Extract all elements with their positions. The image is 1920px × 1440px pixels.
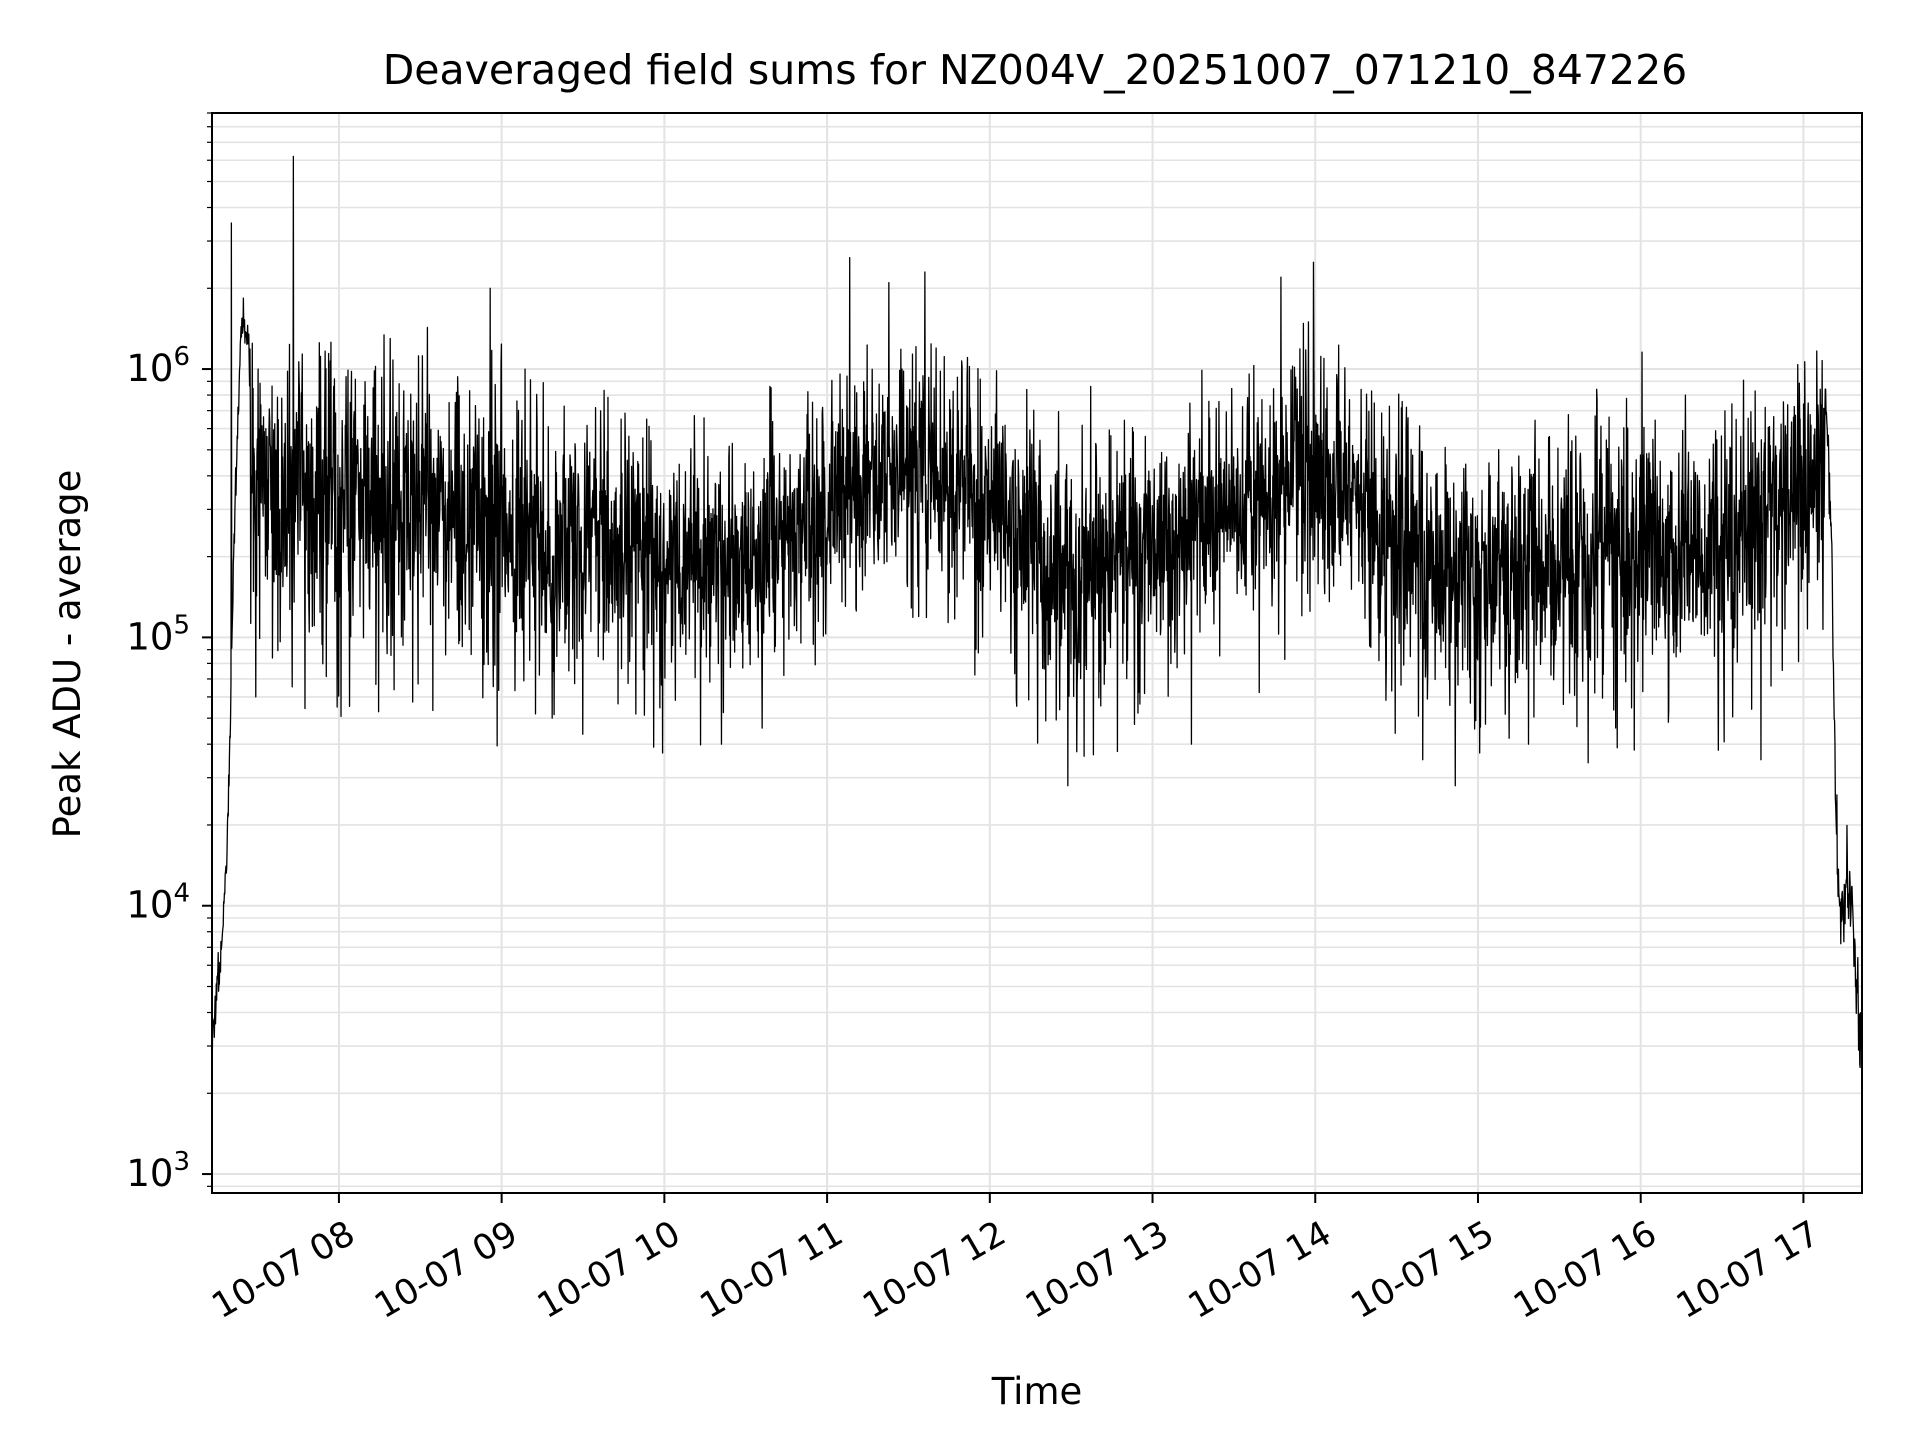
series-line-group [211,155,1863,1069]
plot-frame [211,112,1863,1194]
y-axis-label: Peak ADU - average [46,470,89,839]
grid-lines [212,112,1862,1193]
y-tick-label: 105 [126,610,190,658]
y-tick-label: 106 [126,342,190,390]
x-axis-label: Time [991,1370,1083,1413]
y-tick-label: 103 [126,1147,190,1195]
y-tick-label: 104 [126,879,190,927]
chart-title: Deaveraged field sums for NZ004V_2025100… [383,46,1688,94]
series-line [211,155,1863,1069]
